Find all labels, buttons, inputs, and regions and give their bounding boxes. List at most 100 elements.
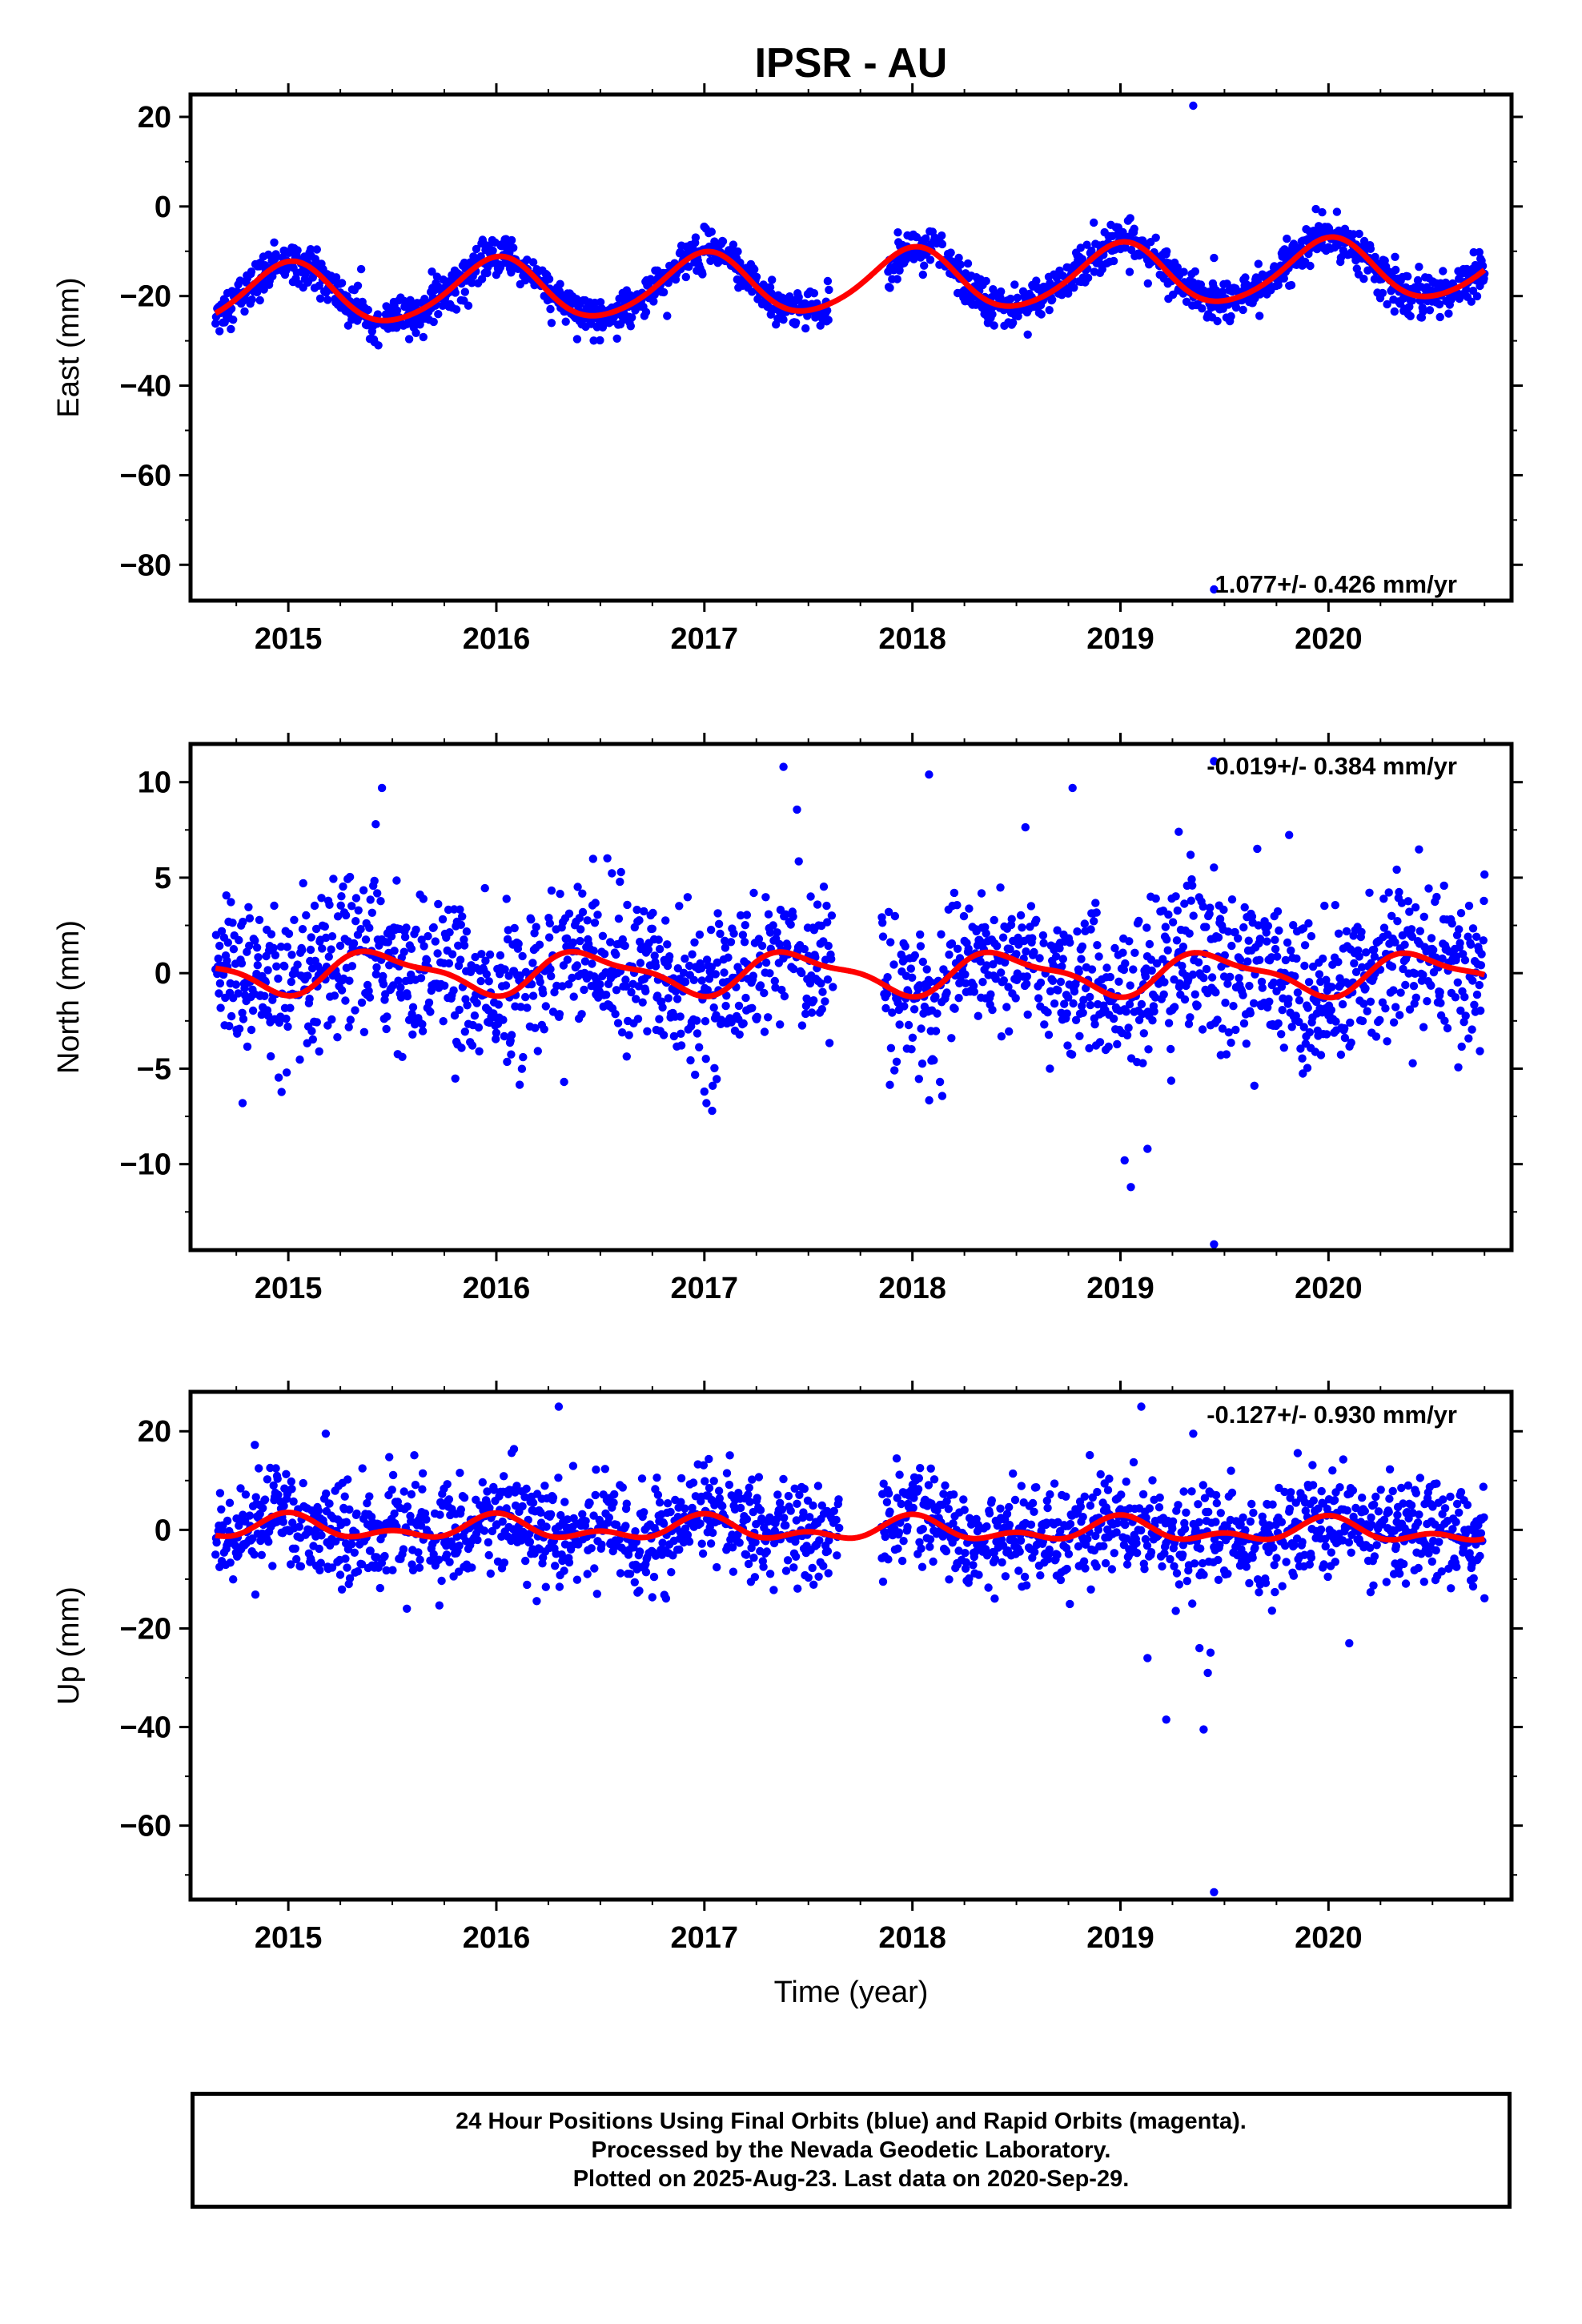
data-point bbox=[1476, 961, 1486, 970]
data-point bbox=[1243, 957, 1252, 966]
data-point bbox=[1076, 1502, 1086, 1511]
data-point bbox=[1419, 307, 1427, 316]
data-point bbox=[827, 955, 836, 963]
data-point bbox=[894, 1528, 904, 1537]
data-point bbox=[1346, 1018, 1355, 1027]
data-point bbox=[648, 924, 656, 934]
data-point bbox=[528, 1498, 538, 1507]
y-tick-label: 10 bbox=[138, 766, 171, 800]
data-point bbox=[376, 897, 385, 906]
data-point bbox=[650, 951, 659, 960]
data-point bbox=[245, 914, 255, 923]
data-point bbox=[451, 288, 460, 297]
data-point bbox=[959, 911, 969, 921]
data-point bbox=[478, 1478, 487, 1487]
data-point bbox=[1009, 1469, 1018, 1478]
data-point bbox=[488, 1526, 497, 1536]
data-point bbox=[1406, 312, 1415, 320]
data-point bbox=[1480, 896, 1488, 906]
data-point bbox=[1340, 1023, 1349, 1033]
data-point bbox=[698, 270, 707, 279]
data-point bbox=[1133, 1549, 1142, 1558]
data-point bbox=[709, 1003, 718, 1012]
data-point bbox=[215, 979, 225, 988]
data-point bbox=[655, 1015, 664, 1023]
data-point bbox=[418, 1019, 427, 1029]
data-point bbox=[661, 1594, 671, 1603]
data-point bbox=[800, 944, 809, 954]
data-point bbox=[396, 983, 405, 992]
data-point bbox=[1384, 888, 1393, 897]
data-point bbox=[544, 275, 554, 283]
data-point bbox=[1119, 965, 1129, 975]
data-point bbox=[270, 901, 279, 911]
data-point bbox=[1093, 1487, 1102, 1497]
data-point bbox=[1010, 1495, 1020, 1505]
data-point bbox=[768, 275, 777, 284]
data-point bbox=[476, 976, 485, 986]
data-point bbox=[1214, 933, 1223, 942]
data-point bbox=[917, 1544, 926, 1553]
data-point bbox=[1407, 925, 1416, 934]
data-point bbox=[1271, 944, 1280, 954]
data-point bbox=[213, 969, 222, 979]
data-point bbox=[617, 1028, 627, 1037]
data-point bbox=[223, 938, 232, 947]
x-tick-label: 2017 bbox=[671, 622, 739, 656]
data-point bbox=[1306, 261, 1315, 271]
data-point bbox=[1132, 1538, 1141, 1548]
data-point bbox=[760, 1027, 769, 1036]
data-point bbox=[345, 1574, 355, 1583]
data-point bbox=[1411, 903, 1420, 912]
data-point bbox=[414, 1548, 423, 1557]
data-point bbox=[1118, 948, 1127, 957]
data-point bbox=[463, 1001, 472, 1010]
data-point bbox=[404, 335, 414, 344]
data-point bbox=[801, 1001, 811, 1011]
data-point bbox=[789, 964, 798, 974]
data-point bbox=[1383, 300, 1391, 309]
data-point bbox=[946, 248, 955, 257]
y-axis-label: North (mm) bbox=[52, 920, 86, 1074]
data-point bbox=[271, 1464, 280, 1473]
data-point bbox=[1094, 1526, 1103, 1534]
data-point bbox=[699, 1461, 709, 1470]
data-point bbox=[1086, 1000, 1095, 1010]
data-point bbox=[926, 1542, 934, 1551]
data-point bbox=[751, 1538, 760, 1546]
data-point bbox=[888, 1008, 897, 1017]
data-point bbox=[953, 944, 962, 954]
data-point bbox=[564, 980, 573, 989]
data-point bbox=[273, 1474, 282, 1483]
data-point bbox=[1175, 979, 1184, 988]
data-point bbox=[1134, 916, 1143, 926]
data-point bbox=[527, 915, 536, 924]
data-point bbox=[899, 1537, 908, 1546]
data-point bbox=[705, 975, 714, 983]
data-points-east bbox=[211, 101, 1489, 594]
model-curve bbox=[215, 948, 1486, 1001]
data-point bbox=[1078, 1513, 1087, 1522]
data-point bbox=[616, 877, 624, 887]
data-point bbox=[1164, 1019, 1174, 1027]
data-point bbox=[648, 1593, 656, 1602]
data-point bbox=[523, 255, 532, 264]
data-point bbox=[914, 1474, 924, 1483]
data-point bbox=[1357, 927, 1366, 937]
data-point bbox=[1400, 940, 1409, 949]
data-point bbox=[771, 983, 780, 992]
data-point bbox=[474, 1023, 484, 1032]
data-point bbox=[917, 1059, 927, 1068]
data-point bbox=[500, 1472, 508, 1481]
data-point bbox=[1223, 979, 1232, 988]
data-point bbox=[296, 1562, 306, 1571]
data-point bbox=[651, 1551, 661, 1560]
data-point bbox=[1202, 923, 1211, 931]
data-point bbox=[1148, 1016, 1157, 1025]
data-point bbox=[1048, 296, 1057, 304]
data-point bbox=[1269, 978, 1279, 987]
data-point bbox=[1303, 1003, 1312, 1012]
data-point bbox=[1401, 980, 1410, 990]
data-point bbox=[1138, 1490, 1148, 1499]
